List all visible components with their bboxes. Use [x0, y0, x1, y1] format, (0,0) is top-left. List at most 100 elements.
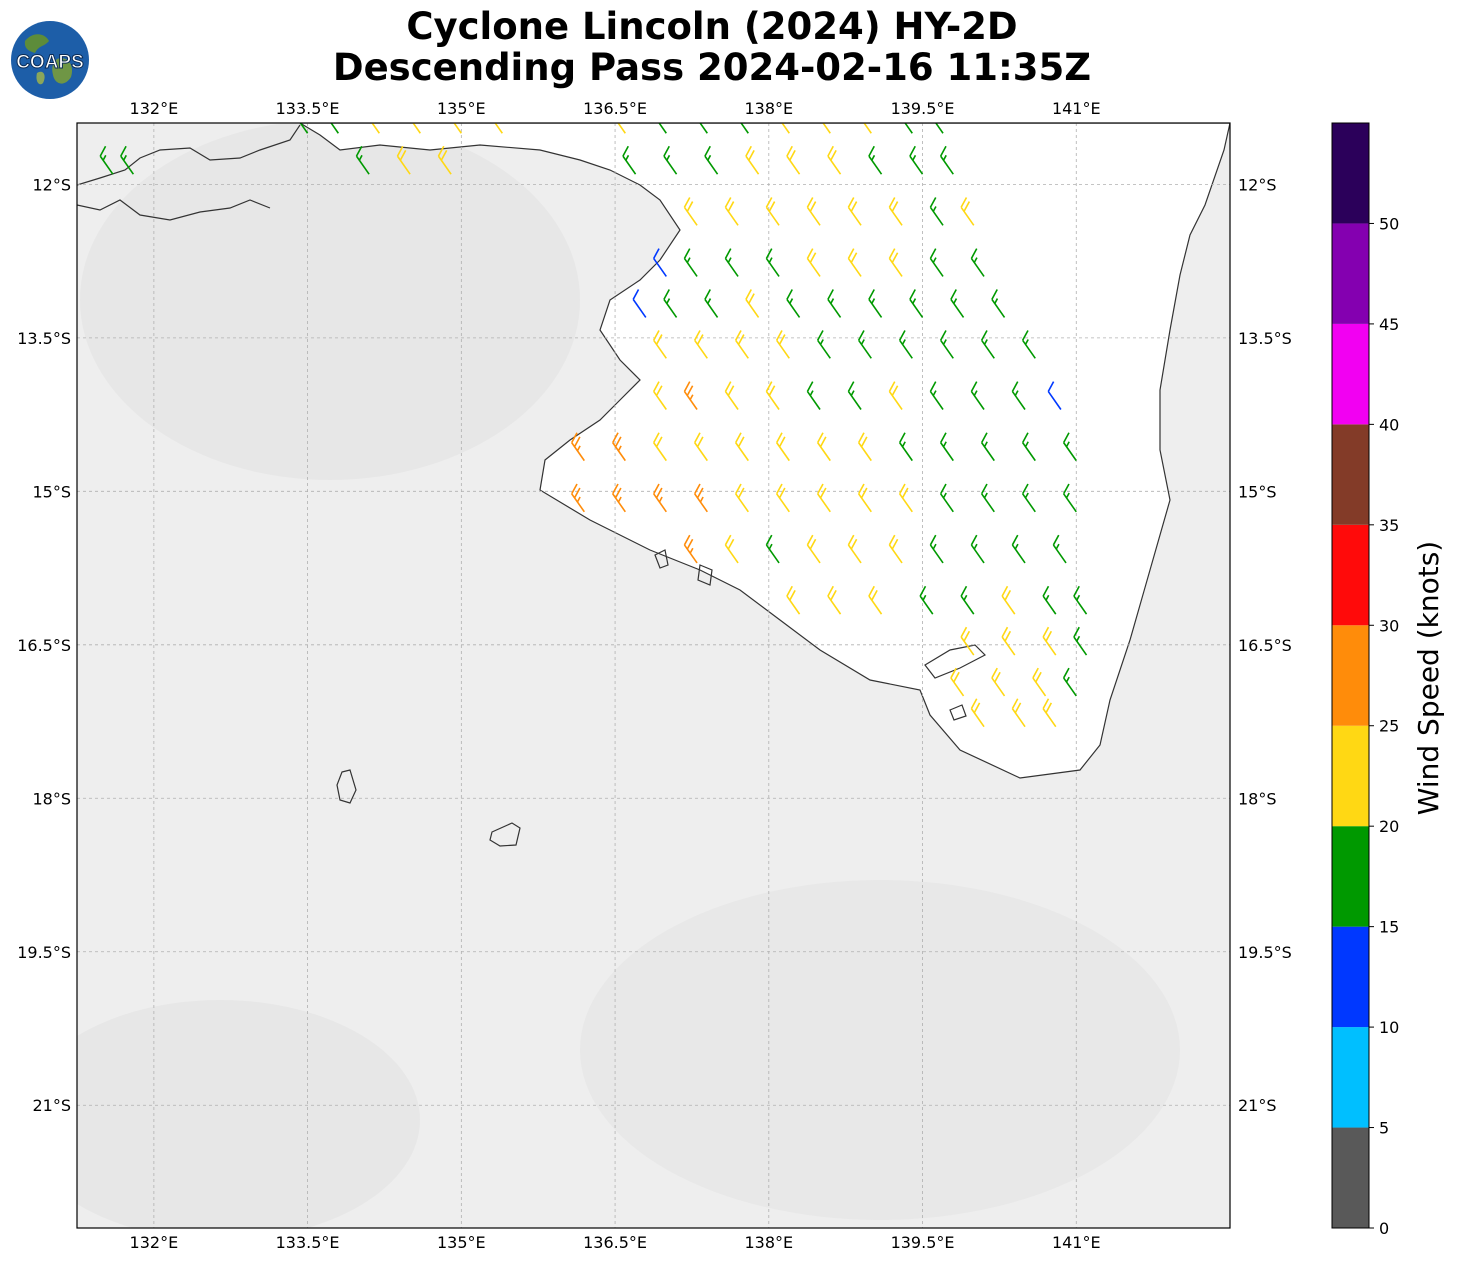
colorbar-bin — [1332, 826, 1369, 927]
colorbar-bin — [1332, 926, 1369, 1028]
colorbar-bin — [1332, 424, 1369, 525]
colorbar-tick: 15 — [1379, 918, 1399, 937]
wind-barb — [817, 123, 831, 134]
wind-barb — [570, 483, 585, 513]
lat-tick-right: 13.5°S — [1238, 329, 1292, 348]
colorbar-tick: 40 — [1379, 415, 1399, 434]
lat-tick-right: 12°S — [1238, 175, 1277, 194]
wind-barb — [888, 197, 903, 226]
wind-barb — [1021, 330, 1036, 359]
lat-tick-left: 21°S — [32, 1096, 71, 1115]
wind-barb — [1011, 381, 1026, 410]
wind-barb — [816, 330, 831, 359]
wind-barb — [857, 432, 872, 462]
wind-barb — [1042, 698, 1057, 728]
wind-barb — [898, 432, 913, 462]
wind-barb — [868, 145, 883, 175]
lon-tick-top: 139.5°E — [891, 99, 955, 118]
wind-barb — [898, 483, 913, 513]
map-grid — [77, 123, 1230, 1228]
lat-tick-left: 13.5°S — [17, 329, 71, 348]
wind-barb — [683, 197, 698, 226]
wind-barb — [652, 330, 667, 359]
wind-barb — [857, 330, 872, 359]
wind-barb — [776, 123, 790, 134]
colorbar-bin — [1332, 1127, 1369, 1228]
wind-barb — [806, 248, 821, 277]
wind-barb — [622, 145, 637, 175]
wind-barb — [1073, 626, 1088, 656]
wind-barb — [489, 123, 503, 134]
colorbar-tick: 35 — [1379, 516, 1399, 535]
wind-barb — [858, 123, 872, 134]
wind-barb — [652, 381, 667, 410]
wind-barb — [888, 381, 903, 410]
wind-barb — [735, 123, 749, 134]
wind-barb — [611, 483, 626, 513]
wind-barb — [991, 667, 1006, 697]
lat-tick-right: 19.5°S — [1238, 943, 1292, 962]
wind-barb — [970, 698, 985, 728]
axis-ticks: 132°E 132°E 133.5°E 133.5°E 135°E 135°E 136.5°… — [17, 99, 1292, 1252]
lat-tick-left: 18°S — [32, 789, 71, 808]
wind-barb — [1047, 381, 1062, 410]
wind-barb — [1052, 534, 1067, 564]
wind-barb — [765, 381, 780, 410]
wind-barb — [960, 585, 975, 615]
lat-tick-left: 19.5°S — [17, 943, 71, 962]
wind-barb — [1001, 585, 1016, 615]
lon-tick-bottom: 135°E — [437, 1233, 486, 1252]
lat-tick-left: 16.5°S — [17, 636, 71, 655]
colorbar-tick: 10 — [1379, 1018, 1399, 1037]
wind-barb — [704, 289, 719, 318]
lon-tick-top: 138°E — [744, 99, 793, 118]
wind-barb — [806, 534, 821, 564]
lon-tick-top: 141°E — [1052, 99, 1101, 118]
lon-tick-bottom: 133.5°E — [276, 1233, 340, 1252]
wind-barb — [294, 123, 309, 134]
island-1 — [336, 769, 357, 804]
wind-barb — [99, 145, 114, 175]
wind-barb — [765, 534, 780, 564]
wind-barb — [929, 534, 944, 564]
wind-barb — [683, 381, 698, 410]
wind-barb — [970, 534, 985, 564]
wind-barb — [724, 381, 739, 410]
title-line-2: Descending Pass 2024-02-16 11:35Z — [332, 46, 1092, 89]
wind-barb — [745, 289, 760, 318]
wind-barb — [888, 534, 903, 564]
wind-barb — [786, 585, 801, 615]
wind-barb — [980, 330, 995, 359]
map-frame — [76, 122, 1231, 1229]
chart-title: Cyclone Lincoln (2024) HY-2D Descending … — [162, 6, 1262, 88]
wind-barb — [1011, 698, 1026, 728]
gulf-water — [298, 123, 1230, 779]
wind-barb — [909, 145, 924, 175]
wind-barb — [786, 289, 801, 318]
coastline-north — [77, 124, 301, 186]
colorbar-bin — [1332, 1027, 1369, 1128]
wind-barb — [437, 145, 452, 175]
wind-barb — [724, 248, 739, 277]
wind-barb — [612, 123, 626, 134]
wind-barb — [980, 483, 995, 513]
wind-barb — [939, 330, 954, 359]
wind-barb — [396, 145, 411, 175]
wind-barb — [816, 483, 831, 513]
lon-tick-top: 135°E — [437, 99, 486, 118]
wind-barb — [980, 432, 995, 462]
wind-barb — [806, 381, 821, 410]
wind-barbs — [99, 123, 1088, 728]
lon-tick-top: 133.5°E — [276, 99, 340, 118]
wind-barb — [847, 534, 862, 564]
lat-tick-right: 16.5°S — [1238, 636, 1292, 655]
wind-barb — [806, 197, 821, 226]
wind-barb — [765, 197, 780, 226]
wind-barb — [632, 289, 647, 318]
wind-barb — [991, 289, 1006, 318]
wind-barb — [693, 432, 708, 462]
wind-barb — [827, 145, 842, 175]
wind-barb — [652, 483, 667, 513]
colorbar-tick: 45 — [1379, 315, 1399, 334]
colorbar-bin — [1332, 524, 1369, 626]
